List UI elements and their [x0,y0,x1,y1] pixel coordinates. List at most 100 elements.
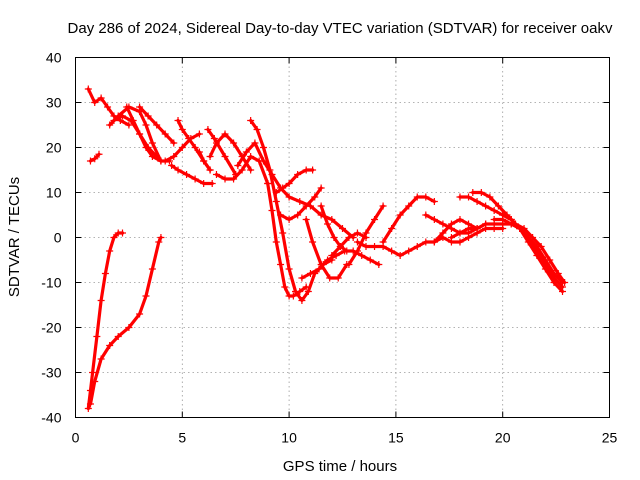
data-point [161,130,169,138]
data-point [97,94,105,102]
grid [75,57,610,418]
data-point [413,243,421,250]
y-tick-label: 0 [54,230,62,246]
data-point [178,126,186,133]
data-point [302,216,310,223]
data-point [148,153,156,160]
data-point [93,333,101,340]
data-point [430,216,438,223]
data-point [315,265,323,273]
data-point [486,193,494,201]
data-point [183,171,191,178]
y-tick-label: 10 [46,185,62,201]
data-point [253,126,261,133]
data-point [405,202,413,210]
data-point [516,225,524,232]
data-point [311,193,319,201]
data-point [309,238,317,246]
data-point [285,216,293,223]
data-point [157,234,165,241]
data-point [439,229,447,237]
data-point [379,238,387,246]
data-point [125,121,133,129]
data-point [294,171,302,178]
series-line [304,217,349,280]
data-point [328,216,336,223]
x-tick-label: 0 [72,430,80,446]
data-point [279,229,287,237]
series-track-20 [277,184,325,223]
series-track-24 [328,229,370,259]
data-point [174,117,182,124]
series-track-1 [84,229,126,412]
data-point [366,256,374,264]
data-point [91,155,99,163]
data-point [266,166,274,174]
data-point [210,135,218,142]
data-point [97,355,105,363]
data-point [195,130,203,138]
data-point [247,153,255,160]
data-point [277,261,285,268]
data-point [296,288,304,295]
data-point [379,202,387,210]
data-point [279,184,287,192]
data-point [524,238,532,246]
data-point [559,288,567,295]
data-point [185,135,193,142]
data-point [343,247,351,255]
data-point [168,162,176,169]
series-line [206,127,238,177]
data-point [388,247,396,255]
data-point [430,238,438,246]
data-point [125,324,133,331]
data-point [328,252,336,259]
data-point [422,211,430,219]
data-point [230,175,238,183]
x-tick-label: 10 [281,430,297,446]
data-point [247,166,255,174]
data-point [477,189,485,196]
data-point [170,153,178,160]
data-point [144,112,152,120]
data-point [482,202,490,210]
y-tick-label: 40 [46,50,62,66]
data-point [268,207,276,214]
data-point [345,234,353,241]
data-point [371,243,379,250]
data-point [396,252,404,259]
data-point [97,297,105,304]
data-point [302,202,310,210]
data-point [264,180,272,187]
data-point [221,130,229,138]
data-point [174,166,182,174]
data-point [473,225,481,232]
data-point [91,378,99,385]
y-tick-label: -20 [41,320,61,336]
data-point [422,238,430,246]
series-track-18 [264,180,310,300]
y-tick-label: 20 [46,140,62,156]
data-point [285,180,293,187]
data-point [294,211,302,219]
data-point [298,297,306,304]
data-point [465,225,473,232]
data-point [148,265,156,273]
x-axis-label: GPS time / hours [283,458,397,475]
data-point [206,153,214,160]
series-track-3 [86,150,103,165]
data-point [353,229,361,237]
data-point [405,247,413,255]
series-line [279,186,323,222]
data-point [302,283,310,291]
y-tick-label: -40 [41,410,61,426]
data-point [106,121,114,129]
series-track-9 [161,130,203,165]
data-point [490,207,498,214]
data-point [546,256,554,264]
data-point [221,153,229,160]
series-track-21 [298,247,383,282]
data-point [422,193,430,201]
data-point [272,189,280,196]
